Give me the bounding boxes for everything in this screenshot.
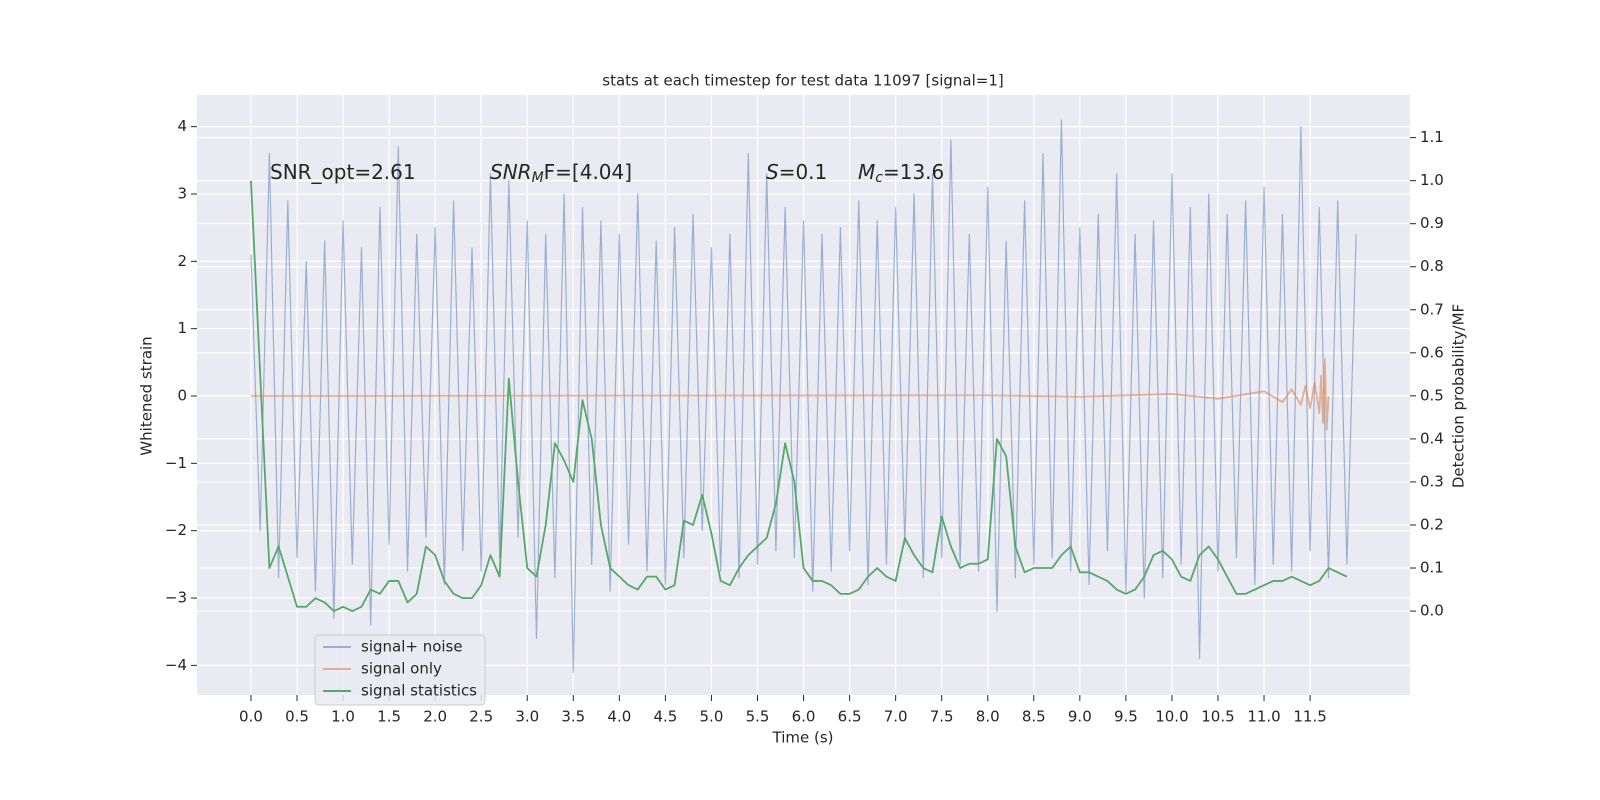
y-tick-label: −2 xyxy=(165,521,187,539)
legend-label: signal statistics xyxy=(361,682,477,700)
y2-tick-label: 0.0 xyxy=(1420,602,1444,620)
annotation-rest: F=[4.04] xyxy=(544,160,632,184)
x-axis-label: Time (s) xyxy=(772,729,834,747)
x-tick-label: 0.5 xyxy=(285,708,309,726)
y2-tick-label: 0.3 xyxy=(1420,472,1444,490)
annotation-main: M xyxy=(858,160,875,184)
x-tick-label: 6.5 xyxy=(838,708,862,726)
y-tick-label: 3 xyxy=(177,184,187,202)
y2-tick-label: 0.7 xyxy=(1420,300,1444,318)
y2-axis-label: Detection probability/MF xyxy=(1450,304,1468,488)
y-tick-label: 4 xyxy=(177,117,187,135)
y2-tick-label: 0.4 xyxy=(1420,429,1444,447)
annotation: SNRMF=[4.04] xyxy=(490,160,632,187)
y2-tick-label: 0.2 xyxy=(1420,515,1444,533)
annotation-rest: =13.6 xyxy=(883,160,944,184)
y-tick-label: 0 xyxy=(177,387,187,405)
x-tick-label: 5.5 xyxy=(746,708,770,726)
x-tick-label: 3.0 xyxy=(515,708,539,726)
x-tick-label: 10.5 xyxy=(1201,708,1234,726)
annotation-sub: M xyxy=(532,170,544,186)
legend: signal+ noise signal only signal statistic… xyxy=(314,634,486,706)
annotation-sub: c xyxy=(875,170,883,186)
y2-tick-label: 0.8 xyxy=(1420,257,1444,275)
x-tick-label: 7.5 xyxy=(930,708,954,726)
chart-title: stats at each timestep for test data 110… xyxy=(602,72,1003,90)
annotation: Mc=13.6 xyxy=(858,160,944,187)
y-tick-label: −3 xyxy=(165,589,187,607)
annotation-main: S xyxy=(766,160,779,184)
y-axis-label: Whitened strain xyxy=(138,336,156,455)
legend-box xyxy=(314,634,486,706)
series-line xyxy=(250,358,1330,431)
x-tick-label: 0.0 xyxy=(239,708,263,726)
x-tick-label: 2.5 xyxy=(469,708,493,726)
x-tick-label: 11.0 xyxy=(1247,708,1280,726)
y2-tick-label: 0.1 xyxy=(1420,559,1444,577)
annotation: SNR_opt=2.61 xyxy=(270,160,416,184)
x-tick-label: 2.0 xyxy=(423,708,447,726)
y-tick-label: 2 xyxy=(177,252,187,270)
y2-tick-label: 0.6 xyxy=(1420,343,1444,361)
y-tick-label: 1 xyxy=(177,319,187,337)
x-tick-label: 1.5 xyxy=(377,708,401,726)
x-tick-label: 8.5 xyxy=(1022,708,1046,726)
annotation-text: SNR_opt=2.61 xyxy=(270,160,416,184)
x-tick-label: 3.5 xyxy=(561,708,585,726)
series-line xyxy=(250,119,1357,673)
x-tick-label: 8.0 xyxy=(976,708,1000,726)
x-tick-label: 9.0 xyxy=(1068,708,1092,726)
annotation-main: SNR xyxy=(490,160,532,184)
x-tick-label: 4.5 xyxy=(653,708,677,726)
y2-tick-label: 1.1 xyxy=(1420,128,1444,146)
legend-label: signal+ noise xyxy=(361,638,463,656)
y2-tick-label: 1.0 xyxy=(1420,171,1444,189)
y2-tick-label: 0.9 xyxy=(1420,214,1444,232)
x-tick-label: 9.5 xyxy=(1114,708,1138,726)
annotation-rest: =0.1 xyxy=(779,160,828,184)
y2-tick-label: 0.5 xyxy=(1420,386,1444,404)
annotation: S=0.1 xyxy=(766,160,827,184)
x-tick-label: 11.5 xyxy=(1293,708,1326,726)
y-tick-label: −1 xyxy=(165,454,187,472)
x-tick-label: 6.0 xyxy=(792,708,816,726)
y-tick-label: −4 xyxy=(165,656,187,674)
x-tick-label: 4.0 xyxy=(607,708,631,726)
x-tick-label: 10.0 xyxy=(1155,708,1188,726)
x-tick-label: 7.0 xyxy=(884,708,908,726)
x-tick-label: 5.0 xyxy=(700,708,724,726)
series-line xyxy=(250,180,1348,612)
x-tick-label: 1.0 xyxy=(331,708,355,726)
legend-label: signal only xyxy=(361,660,442,678)
